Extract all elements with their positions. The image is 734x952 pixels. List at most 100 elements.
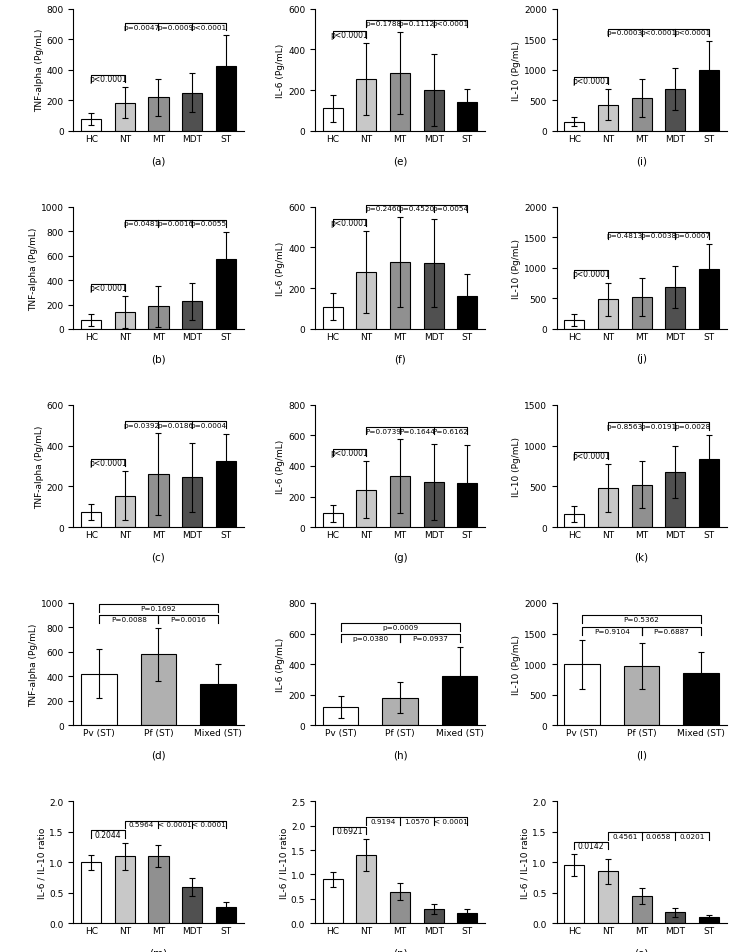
Y-axis label: IL-6 (Pg/mL): IL-6 (Pg/mL) [276, 440, 286, 493]
Y-axis label: IL-10 (Pg/mL): IL-10 (Pg/mL) [512, 634, 521, 694]
Bar [598, 488, 618, 527]
Text: p<0.0001: p<0.0001 [573, 77, 610, 86]
Bar [81, 863, 101, 923]
Y-axis label: TNF-alpha (Pg/mL): TNF-alpha (Pg/mL) [29, 227, 38, 310]
Text: p=0.0054: p=0.0054 [432, 206, 468, 212]
Bar [148, 475, 169, 527]
Bar [683, 674, 719, 725]
Bar [182, 302, 202, 329]
Text: p=0.0055: p=0.0055 [191, 221, 227, 227]
Text: p=0.0191: p=0.0191 [640, 424, 677, 429]
Bar [457, 297, 477, 329]
Text: p<0.0001: p<0.0001 [331, 219, 368, 228]
Text: 0.9194: 0.9194 [371, 818, 396, 824]
Text: p=0.0380: p=0.0380 [352, 636, 388, 642]
Bar [598, 106, 618, 131]
Text: p<0.0001: p<0.0001 [89, 284, 127, 292]
Bar [216, 907, 236, 923]
Text: p<0.0001: p<0.0001 [573, 452, 610, 461]
Bar [564, 321, 584, 329]
Bar [356, 80, 377, 131]
Text: p<0.0001: p<0.0001 [89, 75, 127, 84]
Bar [424, 91, 444, 131]
Text: p<0.0001: p<0.0001 [573, 270, 610, 279]
Text: p=0.0028: p=0.0028 [674, 424, 710, 429]
Bar [356, 272, 377, 329]
Bar [598, 871, 618, 923]
Bar [665, 90, 686, 131]
Text: p=0.0047: p=0.0047 [123, 25, 160, 30]
Text: (k): (k) [634, 552, 649, 562]
Bar [81, 120, 101, 131]
Text: (f): (f) [394, 354, 406, 364]
Text: < 0.0001: < 0.0001 [434, 818, 468, 824]
Bar [390, 892, 410, 923]
Text: (i): (i) [636, 156, 647, 167]
Bar [442, 676, 477, 725]
Bar [323, 109, 343, 131]
Bar [631, 99, 652, 131]
Bar [148, 98, 169, 131]
Bar [81, 321, 101, 329]
Bar [699, 918, 719, 923]
Bar [699, 70, 719, 131]
Y-axis label: IL-10 (Pg/mL): IL-10 (Pg/mL) [512, 41, 521, 101]
Bar [699, 459, 719, 527]
Text: p<0.0001: p<0.0001 [331, 448, 368, 458]
Text: P=0.1644: P=0.1644 [399, 428, 435, 434]
Text: p=0.1112: p=0.1112 [399, 21, 435, 28]
Bar [115, 104, 135, 131]
Text: (e): (e) [393, 156, 407, 167]
Bar [564, 865, 584, 923]
Bar [390, 263, 410, 329]
Bar [390, 476, 410, 527]
Text: p<0.0001: p<0.0001 [89, 459, 127, 467]
Text: p=0.0186: p=0.0186 [157, 423, 193, 428]
Text: 1.0570: 1.0570 [404, 818, 429, 824]
Bar [598, 300, 618, 329]
Bar [323, 707, 358, 725]
Text: 0.2044: 0.2044 [95, 830, 121, 839]
Bar [323, 514, 343, 527]
Text: P=0.0739: P=0.0739 [366, 428, 401, 434]
Bar [424, 264, 444, 329]
Text: (b): (b) [151, 354, 166, 364]
Text: p=0.0016: p=0.0016 [157, 221, 193, 227]
Bar [182, 93, 202, 131]
Bar [115, 496, 135, 527]
Bar [631, 298, 652, 329]
Text: 0.0201: 0.0201 [680, 833, 705, 839]
Text: p=0.4520: p=0.4520 [399, 206, 435, 212]
Y-axis label: IL-6 / IL-10 ratio: IL-6 / IL-10 ratio [520, 826, 530, 898]
Bar [424, 483, 444, 527]
Text: p=0.0003: p=0.0003 [607, 30, 643, 36]
Bar [424, 909, 444, 923]
Text: (h): (h) [393, 750, 407, 760]
Text: (o): (o) [634, 948, 649, 952]
Bar [200, 684, 236, 725]
Text: p<0.0001: p<0.0001 [674, 30, 710, 36]
Bar [457, 103, 477, 131]
Text: p=0.0007: p=0.0007 [674, 233, 710, 239]
Text: (c): (c) [152, 552, 165, 562]
Text: (n): (n) [393, 948, 407, 952]
Text: 0.5964: 0.5964 [129, 822, 154, 827]
Bar [182, 886, 202, 923]
Text: p<0.0001: p<0.0001 [191, 25, 227, 30]
Bar [564, 664, 600, 725]
Text: P=0.9104: P=0.9104 [594, 628, 630, 634]
Bar [182, 478, 202, 527]
Text: (g): (g) [393, 552, 407, 562]
Bar [624, 666, 659, 725]
Bar [115, 312, 135, 329]
Y-axis label: TNF-alpha (Pg/mL): TNF-alpha (Pg/mL) [34, 29, 43, 112]
Y-axis label: IL-6 (Pg/mL): IL-6 (Pg/mL) [276, 242, 286, 296]
Text: p=0.0481: p=0.0481 [123, 221, 160, 227]
Text: 0.0142: 0.0142 [578, 842, 604, 850]
Text: P=0.1692: P=0.1692 [140, 605, 176, 611]
Bar [382, 698, 418, 725]
Bar [216, 259, 236, 329]
Bar [665, 472, 686, 527]
Text: p<0.0001: p<0.0001 [432, 21, 468, 28]
Bar [216, 462, 236, 527]
